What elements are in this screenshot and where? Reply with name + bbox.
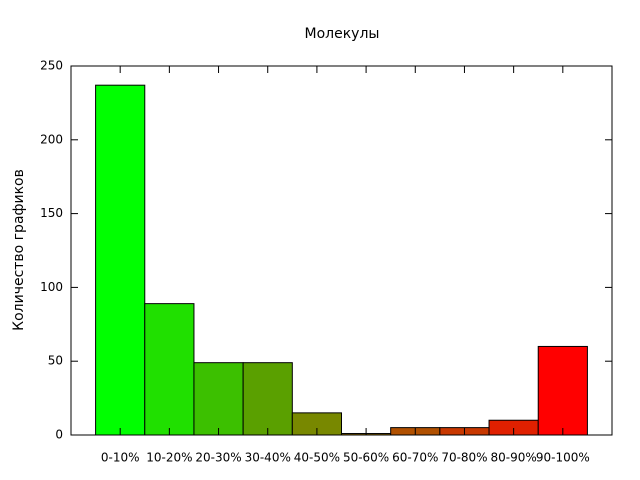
x-tick-label: 20-30% <box>195 451 241 465</box>
bar <box>537 345 588 436</box>
x-tick-label: 80-90% <box>490 451 536 465</box>
y-tick-label: 0 <box>55 428 63 442</box>
y-tick-label: 100 <box>40 280 63 294</box>
y-axis-label: Количество графиков <box>11 169 27 331</box>
bar <box>193 362 244 436</box>
x-tick-label: 30-40% <box>245 451 291 465</box>
x-tick-label: 50-60% <box>343 451 389 465</box>
x-tick-label: 10-20% <box>146 451 192 465</box>
x-tick-label: 90-100% <box>536 451 590 465</box>
bar <box>242 362 293 436</box>
bar <box>144 303 195 436</box>
x-tick-label: 70-80% <box>441 451 487 465</box>
x-tick-label: 40-50% <box>294 451 340 465</box>
x-tick-label: 60-70% <box>392 451 438 465</box>
y-tick-label: 200 <box>40 132 63 146</box>
y-tick-label: 150 <box>40 206 63 220</box>
y-tick-label: 50 <box>48 354 63 368</box>
bar <box>95 84 146 436</box>
chart-title: Молекулы <box>305 26 380 42</box>
plot-frame <box>70 65 613 436</box>
y-tick-label: 250 <box>40 59 63 73</box>
x-tick-label: 0-10% <box>101 451 140 465</box>
